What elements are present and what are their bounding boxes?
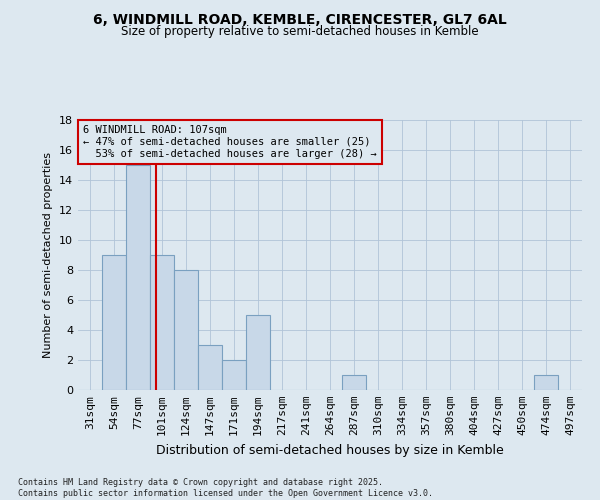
Bar [222,360,246,390]
Text: Contains HM Land Registry data © Crown copyright and database right 2025.
Contai: Contains HM Land Registry data © Crown c… [18,478,433,498]
X-axis label: Distribution of semi-detached houses by size in Kemble: Distribution of semi-detached houses by … [156,444,504,456]
Text: 6 WINDMILL ROAD: 107sqm
← 47% of semi-detached houses are smaller (25)
  53% of : 6 WINDMILL ROAD: 107sqm ← 47% of semi-de… [83,126,377,158]
Bar [246,315,270,390]
Bar [126,165,150,390]
Bar [150,255,174,390]
Bar [534,375,558,390]
Text: Size of property relative to semi-detached houses in Kemble: Size of property relative to semi-detach… [121,25,479,38]
Bar [102,255,126,390]
Bar [342,375,366,390]
Bar [198,345,222,390]
Text: 6, WINDMILL ROAD, KEMBLE, CIRENCESTER, GL7 6AL: 6, WINDMILL ROAD, KEMBLE, CIRENCESTER, G… [93,12,507,26]
Bar [174,270,198,390]
Y-axis label: Number of semi-detached properties: Number of semi-detached properties [43,152,53,358]
